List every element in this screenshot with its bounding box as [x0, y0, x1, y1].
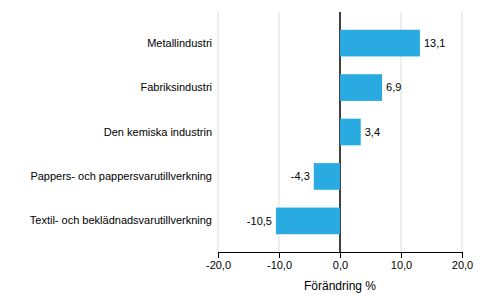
x-tick-mark: [279, 252, 280, 258]
data-label: 6,9: [386, 81, 401, 93]
x-tick: 20,0: [452, 252, 473, 271]
bar: [340, 119, 361, 146]
x-axis-line: [219, 253, 463, 259]
x-tick-mark: [218, 252, 219, 258]
y-tick-label: Textil- och beklädnadsvarutillverkning: [30, 214, 212, 226]
grid-line: [218, 12, 219, 252]
x-tick: -20,0: [206, 252, 231, 271]
y-tick-label: Fabriksindustri: [140, 81, 212, 93]
x-tick: 0,0: [333, 252, 348, 271]
y-tick: Textil- och beklädnadsvarutillverkning: [30, 214, 218, 226]
x-tick-label: 0,0: [333, 259, 348, 271]
data-label: 13,1: [424, 37, 445, 49]
x-tick: -10,0: [267, 252, 292, 271]
bars: [276, 30, 420, 234]
data-label: 3,4: [365, 126, 380, 138]
x-tick-mark: [340, 252, 341, 258]
x-tick: 10,0: [391, 252, 412, 271]
x-tick-mark: [462, 252, 463, 258]
bar: [314, 163, 340, 190]
y-tick-label: Den kemiska industrin: [104, 126, 212, 138]
y-tick: Den kemiska industrin: [104, 126, 218, 138]
x-tick-label: 20,0: [452, 259, 473, 271]
bar: [340, 74, 382, 101]
data-label: -10,5: [247, 215, 272, 227]
data-label: -4,3: [291, 170, 310, 182]
bar: [276, 208, 340, 235]
x-tick-label: -10,0: [267, 259, 292, 271]
y-tick-label: Pappers- och pappersvarutillverkning: [30, 170, 212, 182]
grid-line: [462, 12, 463, 252]
data-labels: -10,5 -4,3 3,4 6,9 13,1: [247, 37, 445, 227]
y-tick: Pappers- och pappersvarutillverkning: [30, 170, 218, 182]
x-tick-mark: [401, 252, 402, 258]
chart: -20,0 -10,0 0,0 10,0 20,0 Textil- och beklädn…: [0, 0, 484, 300]
plot: -20,0 -10,0 0,0 10,0 20,0 Textil- och beklädn…: [30, 12, 473, 293]
y-tick: Metallindustri: [147, 37, 218, 49]
x-tick-label: 10,0: [391, 259, 412, 271]
y-tick-label: Metallindustri: [147, 37, 212, 49]
y-axis: Textil- och beklädnadsvarutillverkning Pa…: [30, 37, 218, 227]
x-axis-title: Förändring %: [304, 279, 376, 293]
y-tick: Fabriksindustri: [140, 81, 218, 93]
x-tick-label: -20,0: [206, 259, 231, 271]
x-axis: -20,0 -10,0 0,0 10,0 20,0: [206, 252, 473, 271]
grid: [218, 12, 462, 252]
bar: [340, 30, 420, 57]
